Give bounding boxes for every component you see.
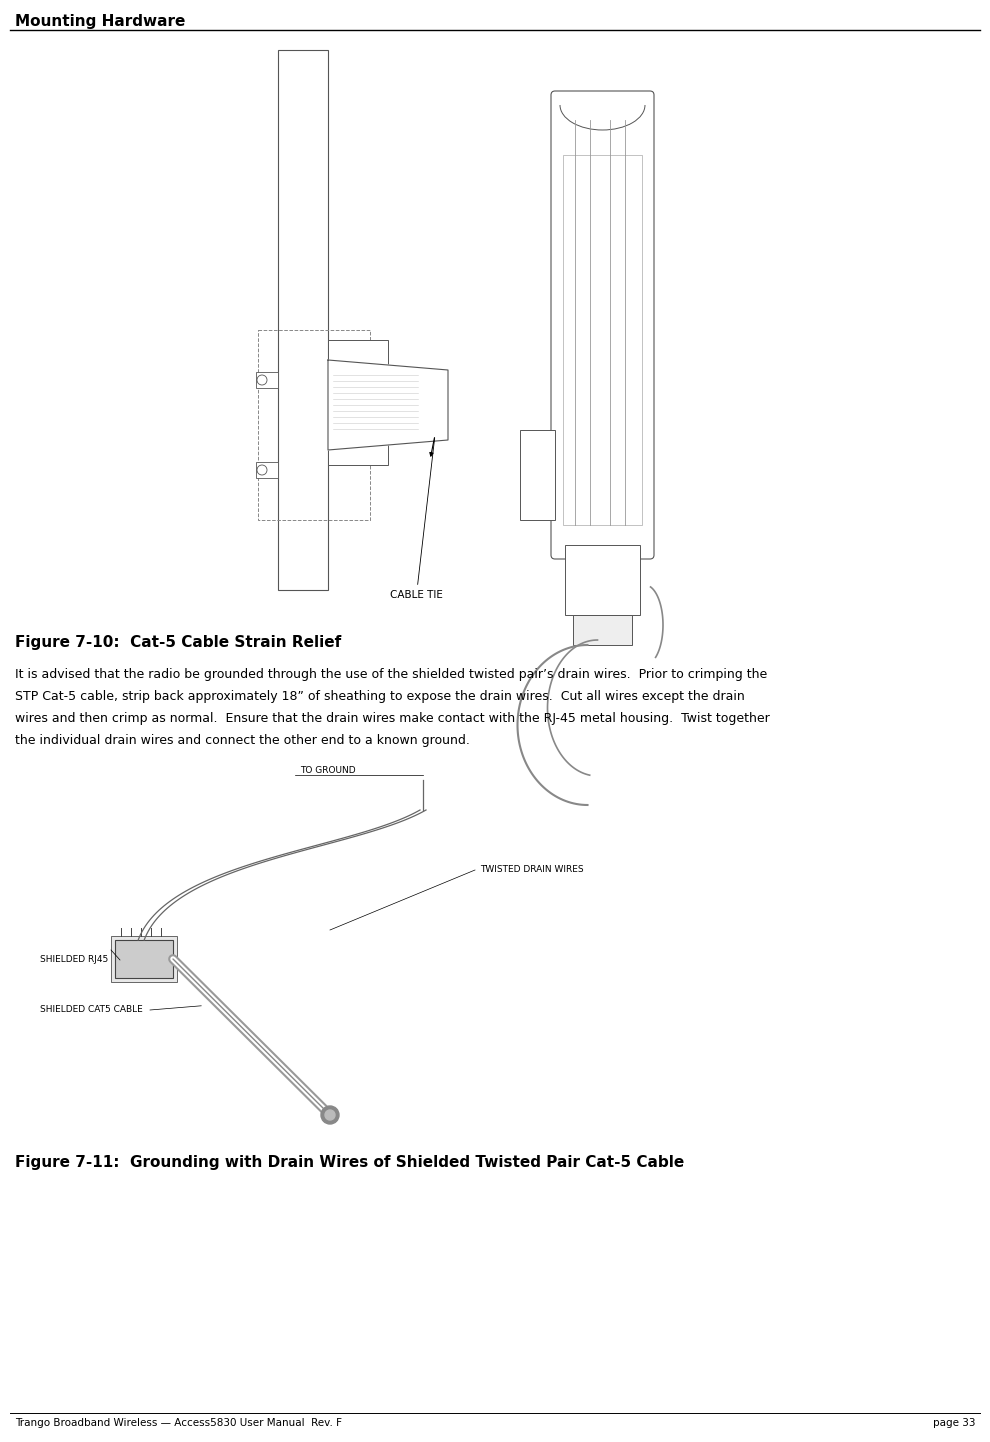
Text: STP Cat-5 cable, strip back approximately 18” of sheathing to expose the drain w: STP Cat-5 cable, strip back approximatel… — [15, 691, 744, 704]
Bar — [278, 50, 328, 590]
Text: It is advised that the radio be grounded through the use of the shielded twisted: It is advised that the radio be grounded… — [15, 668, 767, 681]
Text: Trango Broadband Wireless — Access5830 User Manual  Rev. F: Trango Broadband Wireless — Access5830 U… — [15, 1417, 342, 1428]
Text: Figure 7-10:  Cat-5 Cable Strain Relief: Figure 7-10: Cat-5 Cable Strain Relief — [15, 634, 342, 650]
Text: wires and then crimp as normal.  Ensure that the drain wires make contact with t: wires and then crimp as normal. Ensure t… — [15, 712, 769, 725]
Bar — [256, 461, 278, 477]
Text: Figure 7-11:  Grounding with Drain Wires of Shielded Twisted Pair Cat-5 Cable: Figure 7-11: Grounding with Drain Wires … — [15, 1155, 684, 1169]
Text: TWISTED DRAIN WIRES: TWISTED DRAIN WIRES — [480, 865, 584, 874]
Circle shape — [325, 1110, 335, 1120]
FancyBboxPatch shape — [551, 91, 654, 559]
Text: the individual drain wires and connect the other end to a known ground.: the individual drain wires and connect t… — [15, 734, 469, 747]
Text: SHIELDED RJ45: SHIELDED RJ45 — [40, 956, 108, 965]
Text: page 33: page 33 — [933, 1417, 975, 1428]
Bar — [256, 372, 278, 388]
Bar — [328, 340, 388, 365]
Text: TO GROUND: TO GROUND — [300, 766, 355, 774]
Bar — [573, 614, 632, 645]
Text: CABLE TIE: CABLE TIE — [390, 438, 443, 600]
Bar — [111, 936, 177, 982]
Polygon shape — [328, 360, 448, 450]
Bar — [520, 430, 555, 521]
Text: Mounting Hardware: Mounting Hardware — [15, 14, 185, 29]
Bar — [258, 330, 370, 521]
Bar — [115, 940, 173, 978]
Bar — [563, 154, 642, 525]
Bar — [328, 440, 388, 464]
Bar — [565, 545, 640, 614]
Text: SHIELDED CAT5 CABLE: SHIELDED CAT5 CABLE — [40, 1005, 143, 1015]
Circle shape — [321, 1106, 339, 1123]
